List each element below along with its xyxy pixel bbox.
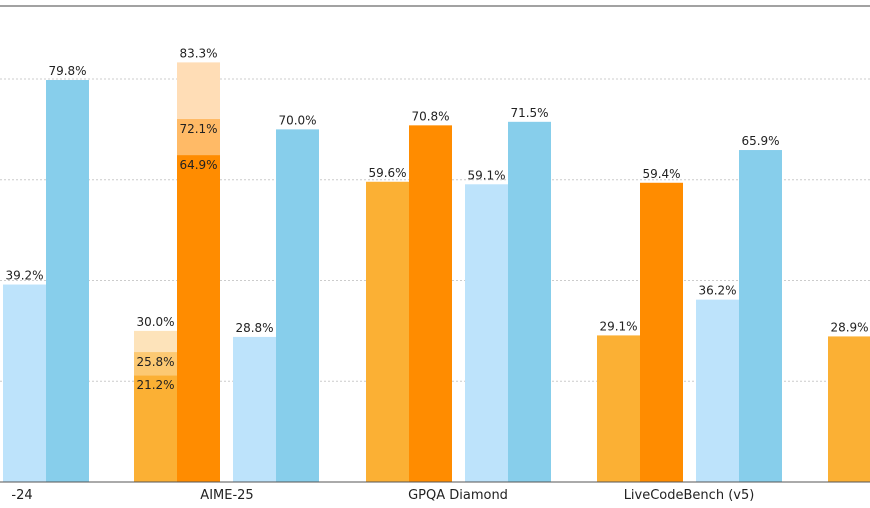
bar-series-2-livecodebench-v5 [640, 182, 683, 482]
bar-series-4-aime-25 [276, 129, 319, 482]
value-label-series-1-aime-25: 21.2% [136, 378, 174, 392]
value-label-series-2-livecodebench-v5: 59.4% [642, 167, 680, 181]
value-label-series-2-aime-25: 64.9% [179, 158, 217, 172]
value-label-series-1-gpqa-diamond: 59.6% [368, 166, 406, 180]
bar-series-4-gpqa-diamond [508, 121, 551, 482]
bar-series-1-aime-25 [134, 375, 177, 482]
bar-series-3-aime-25 [233, 336, 276, 482]
bar-series-4-aime-24 [46, 80, 89, 482]
value-labels: 21.2% 25.8% 30.0% 59.6% 29.1% 28.9% 64.9% 72.1%… [5, 46, 868, 392]
value-label-series-1-offscreen: 28.9% [830, 320, 868, 334]
x-tick-labels: -24 AIME-25 GPQA Diamond LiveCodeBench (… [11, 488, 754, 503]
tick-label-livecodebench-v5: LiveCodeBench (v5) [624, 488, 755, 503]
value-label-series-4-aime-24: 79.8% [48, 64, 86, 78]
bar-series-1-aime-25-layer-2 [134, 330, 177, 353]
value-label-series-1-aime-25-layer-2: 30.0% [136, 315, 174, 329]
value-label-series-2-aime-25-layer-1: 72.1% [179, 122, 217, 136]
value-label-series-1-livecodebench-v5: 29.1% [599, 319, 637, 333]
value-label-series-4-aime-25: 70.0% [278, 113, 316, 127]
bar-series-1-aime-25-layer-1 [134, 352, 177, 376]
bar-series-2-aime-25-layer-1 [177, 118, 220, 156]
bar-series-4-livecodebench-v5 [739, 150, 782, 482]
bar-series-1-livecodebench-v5 [597, 335, 640, 482]
tick-label-gpqa-diamond: GPQA Diamond [408, 488, 508, 503]
tick-label-aime-24: -24 [11, 488, 32, 503]
bar-series-2-gpqa-diamond [409, 125, 452, 482]
tick-label-aime-25: AIME-25 [200, 488, 253, 503]
value-label-series-3-livecodebench-v5: 36.2% [698, 284, 736, 298]
value-label-series-3-aime-24: 39.2% [5, 269, 43, 283]
bar-series-1-gpqa-diamond [366, 181, 409, 482]
value-label-series-3-aime-25: 28.8% [235, 321, 273, 335]
bar-series-3-aime-24 [3, 284, 46, 482]
bar-series-2-aime-25 [177, 155, 220, 482]
value-label-series-3-gpqa-diamond: 59.1% [467, 168, 505, 182]
value-label-series-1-aime-25-layer-1: 25.8% [136, 355, 174, 369]
value-label-series-4-livecodebench-v5: 65.9% [741, 134, 779, 148]
value-label-series-4-gpqa-diamond: 71.5% [510, 106, 548, 120]
bar-series-3-livecodebench-v5 [696, 299, 739, 482]
bar-series-2-aime-25-layer-2 [177, 62, 220, 119]
value-label-series-2-gpqa-diamond: 70.8% [411, 109, 449, 123]
value-label-series-2-aime-25-layer-2: 83.3% [179, 46, 217, 60]
bar-series-1-offscreen [828, 336, 870, 482]
bars [3, 62, 870, 482]
bar-series-3-gpqa-diamond [465, 184, 508, 482]
